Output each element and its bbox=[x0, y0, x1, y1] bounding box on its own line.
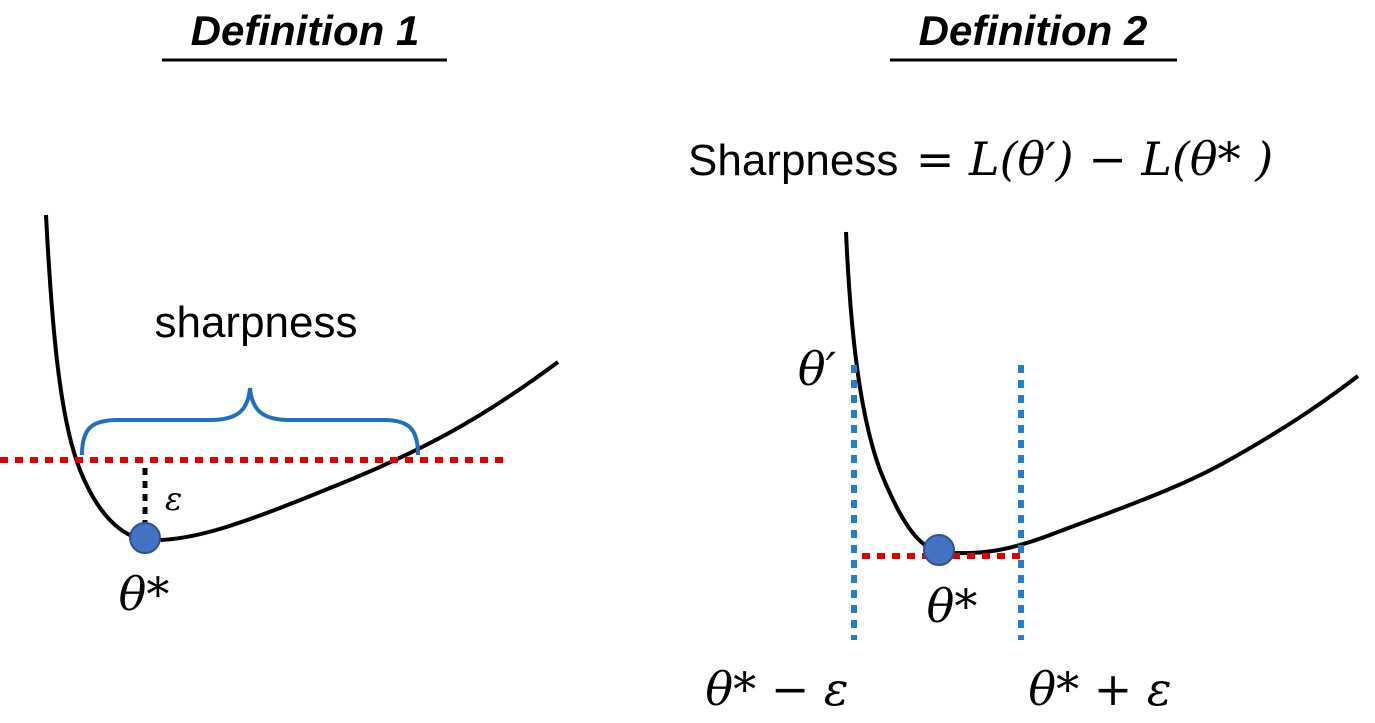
right-bound-label: θ* + ε bbox=[1028, 662, 1171, 716]
left-bound-label: θ* − ε bbox=[705, 662, 848, 716]
definition-2-title: Definition 2 bbox=[919, 7, 1148, 54]
definition-1-sharpness-label: sharpness bbox=[154, 298, 357, 347]
definition-1-title: Definition 1 bbox=[191, 7, 420, 54]
theta-prime-label: θ′ bbox=[798, 342, 837, 396]
definition-1-panel: Definition 1 sharpness ε θ* bbox=[0, 7, 560, 621]
sharpness-formula-rhs: = L(θ′) − L(θ* ) bbox=[916, 132, 1273, 186]
definition-1-sharpness-brace bbox=[80, 387, 420, 456]
definition-1-minimum-point bbox=[129, 522, 161, 554]
definition-1-epsilon-label: ε bbox=[165, 480, 182, 518]
definition-2-loss-curve bbox=[844, 231, 1360, 556]
definition-1-minimum-label: θ* bbox=[119, 567, 170, 621]
definition-2-panel: Definition 2 Sharpness = L(θ′) − L(θ* ) … bbox=[688, 7, 1360, 716]
definition-2-minimum-point bbox=[923, 534, 955, 566]
sharpness-formula-word: Sharpness bbox=[688, 136, 898, 185]
definition-1-loss-curve bbox=[44, 214, 560, 543]
sharpness-formula: Sharpness = L(θ′) − L(θ* ) bbox=[688, 132, 1273, 186]
definition-2-minimum-label: θ* bbox=[927, 579, 978, 633]
